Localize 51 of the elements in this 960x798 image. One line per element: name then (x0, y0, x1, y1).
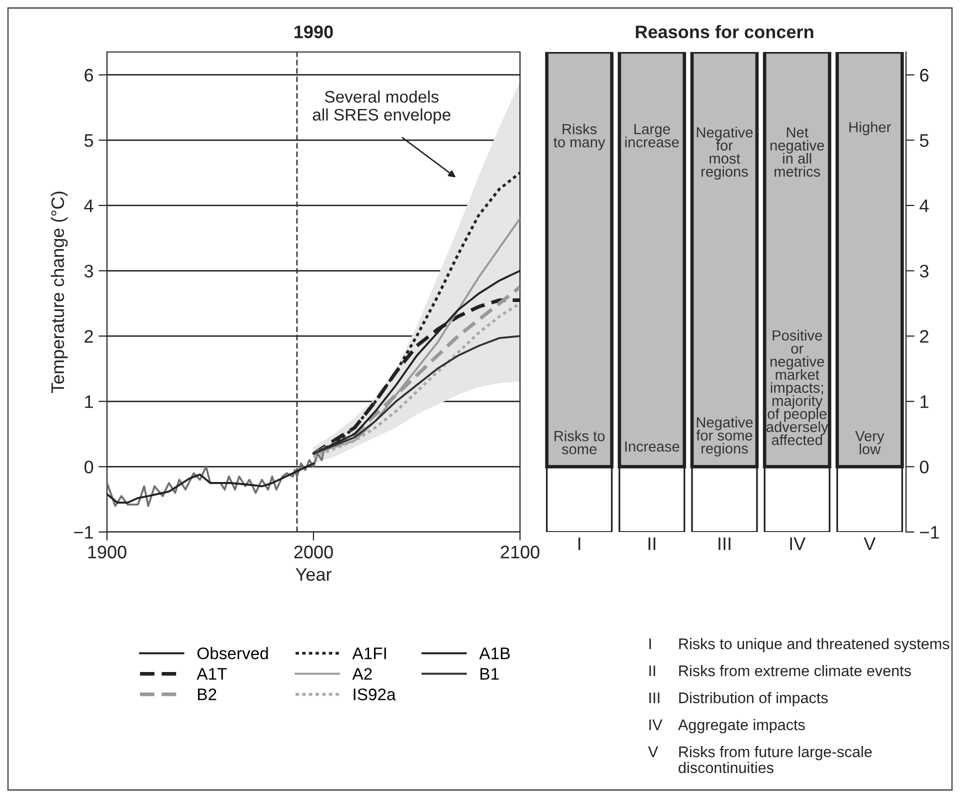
y-tick-label: 1 (920, 396, 928, 408)
x-tick-label: II (648, 538, 656, 550)
x-tick-label: V (864, 538, 876, 550)
annotation: Increase (625, 441, 680, 452)
legend-label: A1B (479, 648, 510, 660)
y-tick-label: 2 (84, 330, 93, 343)
legend-label: Observed (197, 647, 268, 660)
y-tick-label: 1 (85, 396, 93, 408)
legend-label: B1 (480, 668, 499, 680)
annotation: Net negative in all metrics (770, 127, 824, 177)
text: II Risks from extreme climate events (649, 665, 911, 676)
x-tick-label: I (578, 538, 580, 550)
annotation: Negative for most regions (696, 126, 753, 180)
x-tick-label: III (718, 538, 730, 550)
y-tick-label: 2 (920, 330, 928, 343)
text: IV Aggregate impacts (649, 719, 805, 734)
text: I Risks to unique and threatened systems (649, 638, 950, 652)
y-tick-label: 4 (84, 200, 94, 212)
legend-label: A2 (352, 668, 372, 680)
annotation: Very low (855, 431, 884, 454)
x-tick-label: 2000 (294, 546, 333, 558)
annotation: Risks to many (554, 124, 606, 150)
y-tick-label: 3 (84, 264, 94, 278)
y-tick-label: 5 (84, 134, 94, 147)
x-axis-title: Year (296, 568, 332, 581)
annotation: Higher (849, 122, 891, 136)
y-axis-title: Temperature change (°C) (50, 192, 68, 394)
y-tick-label: 3 (920, 264, 928, 278)
chart-title: Reasons for concern (636, 25, 814, 38)
x-tick-label: 2100 (500, 546, 540, 558)
x-tick-label: 1900 (88, 546, 126, 558)
legend-label: B2 (198, 688, 216, 700)
y-tick-label: −1 (74, 526, 93, 539)
y-tick-label: 5 (920, 134, 928, 147)
text: III Distribution of impacts (649, 692, 828, 706)
annotation: Large increase (625, 124, 679, 148)
y-tick-label: 6 (84, 68, 94, 82)
y-tick-label: 6 (920, 68, 928, 82)
y-tick-label: 0 (84, 460, 94, 474)
x-tick-label: IV (790, 538, 806, 550)
text: V Risks from future large-scale discontinuities (648, 746, 872, 774)
y-tick-label: 0 (920, 460, 929, 474)
legend-label: A1T (196, 668, 227, 680)
legend-label: A1FI (352, 648, 386, 660)
annotation: Negative for some regions (696, 416, 753, 457)
y-tick-label: −1 (920, 526, 939, 539)
chart-title: 1990 (294, 26, 333, 38)
y-tick-label: 4 (920, 200, 929, 212)
annotation: Several models all SRES envelope (312, 90, 450, 124)
legend-label: IS92a (354, 688, 396, 700)
annotation: Risks to some (554, 430, 605, 454)
